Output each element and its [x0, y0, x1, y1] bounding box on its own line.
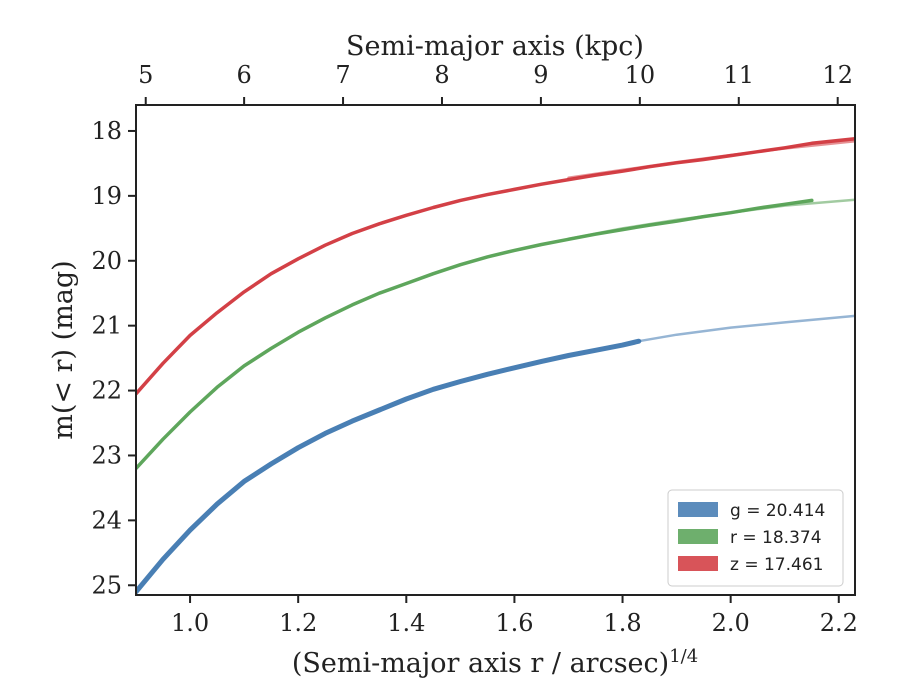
x-tick-label-5: 2.0	[712, 609, 750, 637]
plot-frame	[135, 104, 856, 596]
y-tick-label-7: 25	[91, 571, 122, 599]
y-tick-label-6: 24	[91, 506, 122, 534]
top-x-tick-label-6: 11	[723, 61, 754, 89]
top-x-tick-label-1: 6	[236, 61, 251, 89]
x-tick-label-2: 1.4	[387, 609, 425, 637]
legend-label-0: g = 20.414	[730, 501, 825, 521]
y-tick-label-4: 22	[91, 377, 122, 405]
x-axis-title-main: (Semi-major axis r / arcsec)	[292, 648, 669, 679]
top-x-tick-label-7: 12	[822, 61, 853, 89]
top-x-tick-label-5: 10	[625, 61, 656, 89]
x-tick-label-4: 1.8	[603, 609, 641, 637]
axes-layer: 1.0 1.2 1.4 1.6 1.8 2.0 2.2 18 19 20 21 22 23 24 25 5 6 7…	[91, 61, 857, 637]
legend-swatch-0	[678, 502, 718, 517]
series-0-model-line	[637, 314, 855, 343]
y-tick-label-0: 18	[91, 117, 122, 145]
x-tick-label-1: 1.2	[279, 609, 317, 637]
y-axis-title: m(< r) (mag)	[48, 260, 79, 439]
x-tick-label-0: 1.0	[171, 609, 209, 637]
y-tick-label-2: 20	[91, 247, 122, 275]
y-tick-label-1: 19	[91, 182, 122, 210]
x-axis-title: (Semi-major axis r / arcsec)1/4	[292, 646, 698, 679]
top-x-tick-label-2: 7	[335, 61, 350, 89]
series-2-data-line	[136, 136, 855, 396]
legend-swatch-1	[678, 529, 718, 544]
x-axis-title-superscript: 1/4	[669, 646, 698, 667]
series-0-data-line	[136, 338, 642, 595]
series-layer	[136, 136, 855, 595]
top-x-axis-title: Semi-major axis (kpc)	[346, 31, 644, 62]
legend-label-2: z = 17.461	[730, 555, 823, 575]
x-tick-label-3: 1.6	[495, 609, 533, 637]
x-tick-label-6: 2.2	[820, 609, 858, 637]
legend: g = 20.414 r = 18.374 z = 17.461	[667, 489, 844, 587]
y-tick-label-3: 21	[91, 312, 122, 340]
y-tick-label-5: 23	[91, 441, 122, 469]
legend-label-1: r = 18.374	[730, 528, 822, 548]
top-x-tick-label-4: 9	[533, 61, 548, 89]
top-x-tick-label-0: 5	[138, 61, 153, 89]
series-1-data-line	[136, 198, 814, 471]
legend-swatch-2	[678, 556, 718, 571]
top-x-tick-label-3: 8	[434, 61, 449, 89]
